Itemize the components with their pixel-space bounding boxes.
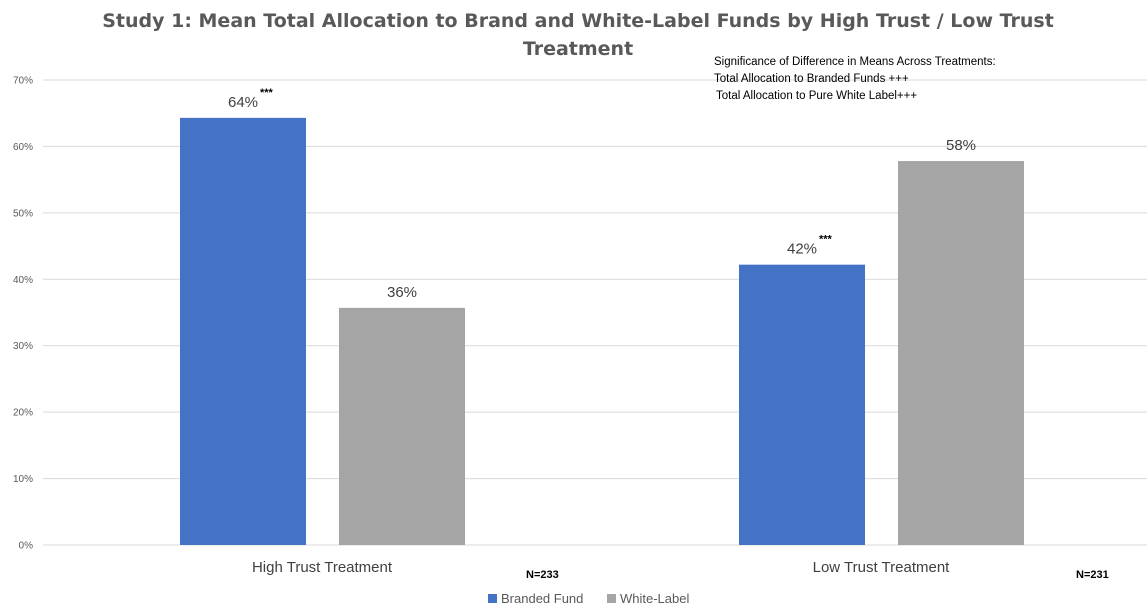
- legend-swatch-branded-fund: [488, 594, 497, 603]
- chart-title-line-1: Study 1: Mean Total Allocation to Brand …: [102, 10, 1054, 32]
- significance-annotation: Significance of Difference in Means Acro…: [714, 56, 996, 102]
- legend: Branded Fund White-Label: [488, 591, 689, 606]
- y-tick-label-10: 10%: [13, 474, 33, 485]
- bar-0-1: [739, 264, 865, 545]
- sample-size-low-trust: N=231: [1076, 569, 1109, 581]
- annotation-line-3: Total Allocation to Pure White Label+++: [716, 90, 917, 102]
- sample-size-high-trust: N=233: [526, 569, 559, 581]
- legend-label-branded-fund: Branded Fund: [501, 591, 583, 606]
- significance-stars-0-1: ***: [819, 234, 833, 246]
- annotation-line-2: Total Allocation to Branded Funds +++: [714, 73, 909, 85]
- y-axis-tick-labels: 0% 10% 20% 30% 40% 50% 60% 70%: [13, 76, 33, 552]
- annotation-line-1: Significance of Difference in Means Acro…: [714, 56, 996, 68]
- y-tick-label-50: 50%: [13, 208, 33, 219]
- data-label-0-1: 42%: [787, 241, 817, 258]
- data-label-0-0: 64%: [228, 94, 258, 111]
- y-tick-label-70: 70%: [13, 76, 33, 87]
- legend-swatch-white-label: [607, 594, 616, 603]
- data-label-1-0: 36%: [387, 284, 417, 301]
- bar-1-1: [898, 161, 1024, 546]
- chart-title-line-2: Treatment: [523, 38, 633, 60]
- significance-stars-0-0: ***: [260, 87, 274, 99]
- legend-label-white-label: White-Label: [620, 591, 689, 606]
- category-labels: High Trust Treatment Low Trust Treatment: [252, 559, 950, 576]
- category-label-0: High Trust Treatment: [252, 559, 393, 576]
- category-label-1: Low Trust Treatment: [813, 559, 951, 576]
- y-tick-label-40: 40%: [13, 275, 33, 286]
- bar-1-0: [339, 307, 465, 545]
- y-tick-label-60: 60%: [13, 142, 33, 153]
- y-tick-label-20: 20%: [13, 408, 33, 419]
- y-tick-label-0: 0%: [19, 541, 34, 552]
- bars: [180, 117, 1024, 546]
- data-label-1-1: 58%: [946, 137, 976, 154]
- bar-0-0: [180, 117, 306, 545]
- y-tick-label-30: 30%: [13, 341, 33, 352]
- data-labels: 64%***36%42%***58%: [228, 87, 976, 301]
